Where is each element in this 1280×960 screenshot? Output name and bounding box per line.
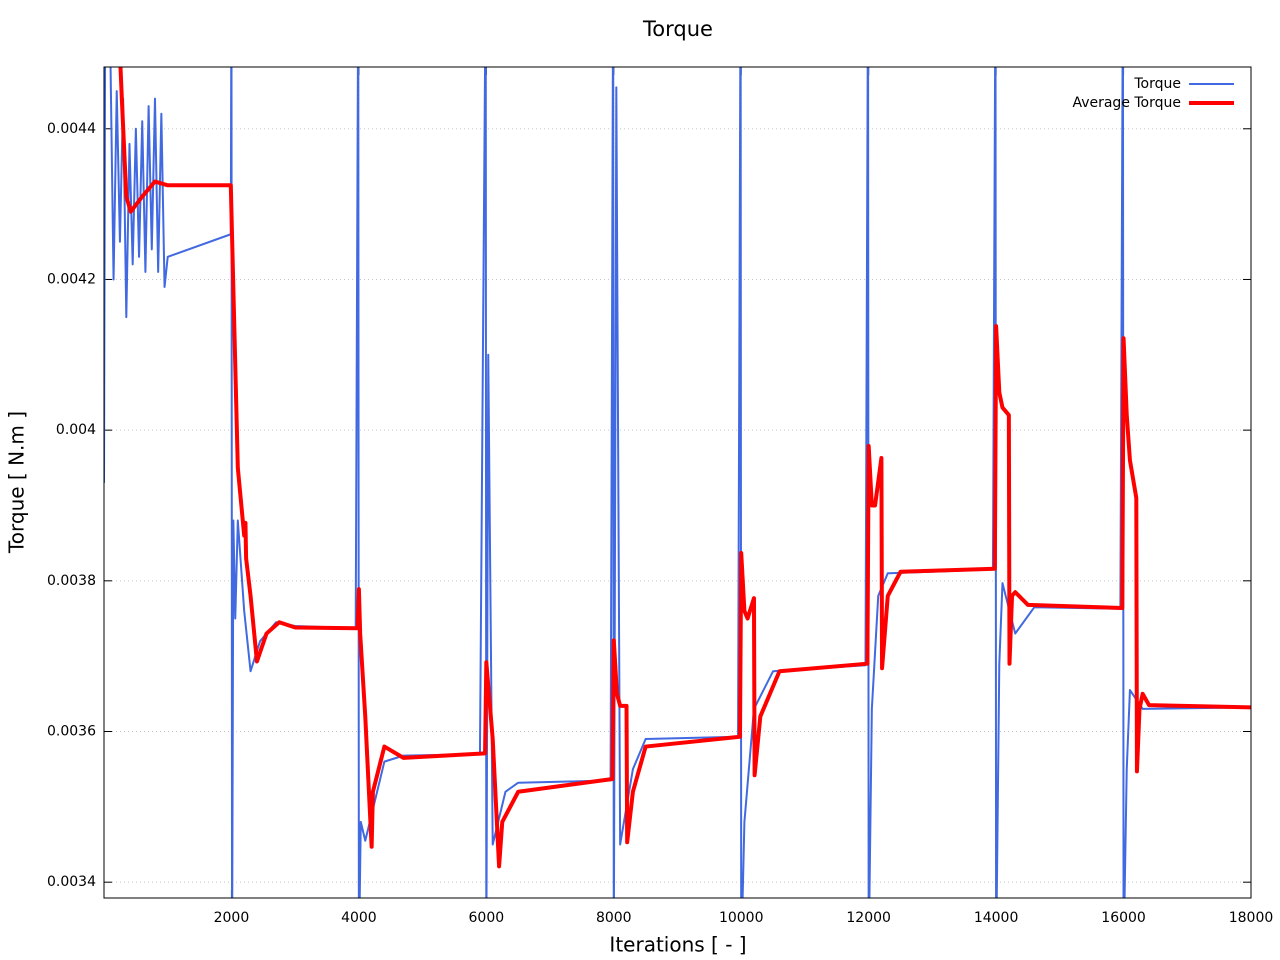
- legend-label: Average Torque: [1072, 95, 1181, 111]
- x-tick-label: 10000: [719, 910, 764, 926]
- x-tick-label: 6000: [469, 910, 505, 926]
- y-tick-label: 0.0042: [47, 271, 96, 287]
- x-axis-label: Iterations [ - ]: [609, 933, 746, 957]
- x-tick-label: 12000: [846, 910, 891, 926]
- chart-title: Torque: [642, 17, 713, 41]
- x-tick-label: 8000: [596, 910, 632, 926]
- y-tick-label: 0.004: [56, 422, 96, 438]
- x-tick-label: 14000: [974, 910, 1019, 926]
- y-tick-label: 0.0036: [47, 723, 96, 739]
- x-tick-label: 2000: [214, 910, 250, 926]
- y-tick-label: 0.0044: [47, 121, 96, 137]
- y-tick-label: 0.0034: [47, 874, 96, 890]
- x-tick-label: 18000: [1229, 910, 1274, 926]
- line: [118, 67, 1251, 869]
- x-tick-label: 4000: [341, 910, 377, 926]
- plot-area: [104, 67, 1251, 898]
- y-tick-label: 0.0038: [47, 573, 96, 589]
- legend: Torque Average Torque: [1072, 76, 1234, 111]
- y-axis-label: Torque [ N.m ]: [5, 411, 29, 554]
- x-tick-label: 16000: [1101, 910, 1146, 926]
- legend-label: Torque: [1133, 76, 1181, 92]
- plot-frame: [103, 66, 1252, 899]
